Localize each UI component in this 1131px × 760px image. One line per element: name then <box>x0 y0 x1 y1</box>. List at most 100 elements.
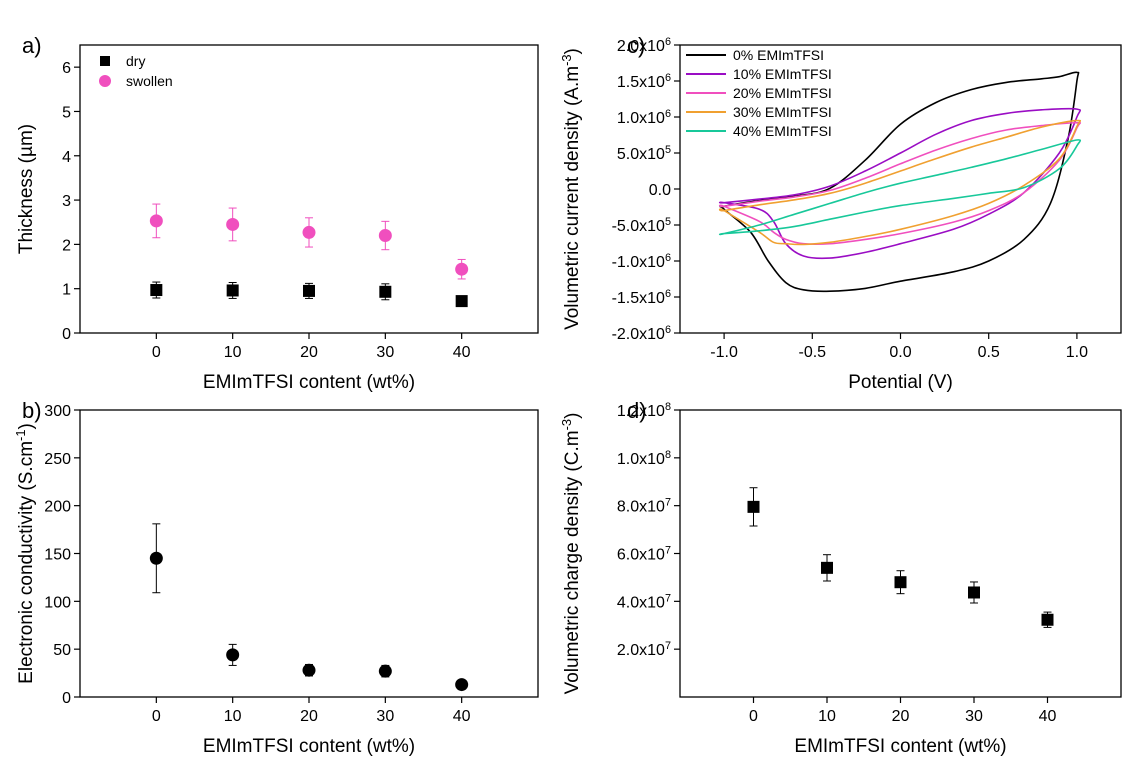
legend-label-swollen: swollen <box>126 73 173 89</box>
y-tick-label: -1.5x106 <box>612 288 671 307</box>
data-point-circle <box>149 551 163 565</box>
data-point-circle <box>226 648 240 662</box>
x-axis-title: EMImTFSI content (wt%) <box>203 372 415 393</box>
x-tick-label: 30 <box>376 344 394 361</box>
legend-label-dry: dry <box>126 53 145 69</box>
x-tick-label: 10 <box>224 344 242 361</box>
x-tick-label: 40 <box>453 708 471 725</box>
y-tick-label: 4 <box>62 149 71 166</box>
y-tick-label: 200 <box>44 499 71 516</box>
plot-frame <box>679 409 1122 698</box>
data-point-circle <box>149 214 163 228</box>
cv-series-line <box>718 121 1082 246</box>
data-point-square <box>1041 613 1054 626</box>
panel-a-thickness: 0 10 20 30 40 0 1 2 3 4 5 6 EMImTFSI content (wt%) Th… <box>16 33 539 393</box>
y-tick-label: -1.0x106 <box>612 252 671 271</box>
x-tick-label: -1.0 <box>710 344 738 361</box>
y-tick-label: 150 <box>44 547 71 564</box>
data-point-square <box>379 285 392 298</box>
legend-label: 30% EMImTFSI <box>733 104 832 120</box>
y-tick-label: 1.2x108 <box>617 401 671 420</box>
y-tick-label: 250 <box>44 451 71 468</box>
data-point-circle <box>378 229 392 243</box>
data-point-circle <box>455 678 469 692</box>
legend-label: 40% EMImTFSI <box>733 123 832 139</box>
y-tick-label: 300 <box>44 403 71 420</box>
y-tick-label: 1.0x108 <box>617 449 671 468</box>
cv-series-line <box>718 139 1082 236</box>
cv-series-line <box>718 119 1082 246</box>
y-tick-label: 6 <box>62 60 71 77</box>
y-tick-label: 2.0x106 <box>617 36 671 55</box>
x-tick-label: 30 <box>376 708 394 725</box>
y-tick-label: 0.0 <box>649 182 671 199</box>
x-tick-label: 0 <box>152 708 161 725</box>
y-tick-label: 3 <box>62 193 71 210</box>
y-tick-label: -5.0x105 <box>612 216 671 235</box>
legend-marker-dry <box>100 56 110 66</box>
panel-b-conductivity: 0 10 20 30 40 0 50 100 150 200 250 300 EMImTFSI cont… <box>13 398 539 757</box>
x-axis-title: EMImTFSI content (wt%) <box>203 736 415 757</box>
data-point-square <box>150 284 163 297</box>
y-tick-label: 1.0x106 <box>617 108 671 127</box>
x-tick-label: 40 <box>453 344 471 361</box>
data-point-circle <box>455 262 469 276</box>
panel-c-cyclic-voltammetry: -1.0 -0.5 0.0 0.5 1.0 -2.0x106 -1.5x106 -1.0x10… <box>559 33 1122 393</box>
plot-frame <box>79 409 539 698</box>
y-tick-label: 2 <box>62 237 71 254</box>
data-point-circle <box>226 217 240 231</box>
x-tick-label: 0 <box>152 344 161 361</box>
x-axis-title: Potential (V) <box>848 372 953 393</box>
y-axis-title: Electronic conductivity (S.cm-1) <box>13 423 38 684</box>
data-point-circle <box>378 664 392 678</box>
y-axis-title: Thickness (µm) <box>16 124 37 254</box>
x-tick-label: 10 <box>818 708 836 725</box>
y-tick-label: 8.0x107 <box>617 497 671 516</box>
data-point-square <box>894 576 907 589</box>
x-axis-title: EMImTFSI content (wt%) <box>794 736 1006 757</box>
x-tick-label: 0 <box>749 708 758 725</box>
x-tick-label: -0.5 <box>799 344 827 361</box>
legend-label: 10% EMImTFSI <box>733 66 832 82</box>
data-point-circle <box>302 225 316 239</box>
x-tick-label: 20 <box>892 708 910 725</box>
y-tick-label: 1 <box>62 282 71 299</box>
data-point-square <box>303 284 315 297</box>
legend-marker-swollen <box>99 75 111 87</box>
panel-label: b) <box>22 398 42 423</box>
legend-label: 20% EMImTFSI <box>733 85 832 101</box>
y-tick-label: 2.0x107 <box>617 640 671 659</box>
y-axis-title: Volumetric current density (A.m-3) <box>559 48 584 330</box>
y-tick-label: 4.0x107 <box>617 592 671 611</box>
legend-label: 0% EMImTFSI <box>733 47 824 63</box>
y-tick-label: 50 <box>53 642 71 659</box>
y-tick-label: 100 <box>44 594 71 611</box>
panel-d-charge-density: 0 10 20 30 40 2.0x107 4.0x107 6.0x107 8.0x107 1.0… <box>559 398 1122 757</box>
y-tick-label: 0 <box>62 690 71 707</box>
x-tick-label: 30 <box>965 708 983 725</box>
y-tick-label: 5 <box>62 104 71 121</box>
data-point-square <box>747 500 760 513</box>
x-tick-label: 0.5 <box>978 344 1000 361</box>
y-tick-label: 5.0x105 <box>617 144 671 163</box>
x-tick-label: 20 <box>300 344 318 361</box>
data-point-square <box>226 284 239 297</box>
y-tick-label: 6.0x107 <box>617 545 671 564</box>
data-point-square <box>455 295 468 308</box>
panel-label: a) <box>22 33 42 58</box>
x-tick-label: 20 <box>300 708 318 725</box>
x-tick-label: 0.0 <box>889 344 911 361</box>
panel-label: c) <box>627 33 645 58</box>
y-tick-label: 1.5x106 <box>617 72 671 91</box>
y-tick-label: 0 <box>62 326 71 343</box>
x-tick-label: 40 <box>1039 708 1057 725</box>
data-point-square <box>968 586 980 599</box>
y-tick-label: -2.0x106 <box>612 324 671 343</box>
x-tick-label: 10 <box>224 708 242 725</box>
data-point-circle <box>302 663 316 677</box>
panel-label: d) <box>627 398 647 423</box>
y-axis-title: Volumetric charge density (C.m-3) <box>559 413 584 695</box>
data-point-square <box>821 561 833 574</box>
x-tick-label: 1.0 <box>1066 344 1088 361</box>
